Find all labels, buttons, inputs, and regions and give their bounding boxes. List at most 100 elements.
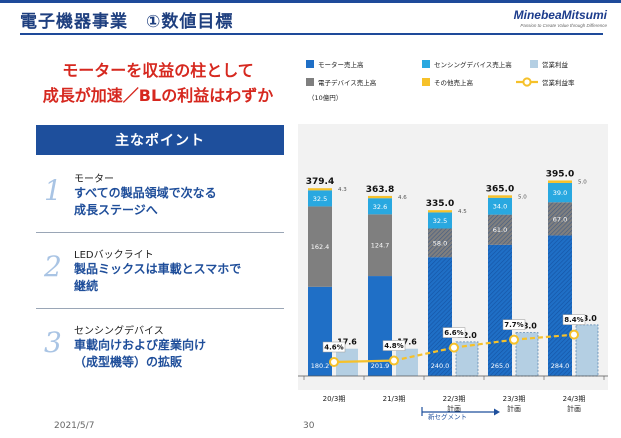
key-points-header: 主なポイント: [36, 125, 284, 155]
point-number: 3: [44, 326, 62, 359]
bar-op-income-1: [396, 348, 418, 376]
point-category: モーター: [74, 174, 114, 185]
bar-motor-2-hatch: [428, 257, 452, 376]
margin-label-box-1: [382, 340, 406, 351]
x-tick-label-2-sub: 計画: [447, 404, 461, 413]
bar-other-1-label: 4.6: [398, 195, 407, 201]
bar-electronic-3-label: 61.0: [493, 226, 507, 234]
sales-chart: モーター売上高 センシングデバイス売上高 営業利益 電子デバイス売上高 その他売上高 営業…: [298, 54, 608, 420]
bar-op-income-3-label: 28.0: [517, 322, 537, 331]
margin-label-box-0: [322, 341, 346, 353]
x-tick-label-1: 21/3期: [383, 395, 406, 403]
bar-electronic-2-hatch: [428, 228, 452, 258]
headline-line-2: 成長が加速／BLの利益はわずか: [42, 86, 274, 105]
point-number: 2: [44, 250, 62, 283]
bar-total-4-label: 395.0: [546, 169, 574, 179]
bar-op-income-4-label: 33.0: [577, 314, 597, 323]
margin-label-box-4: [562, 314, 586, 325]
bar-op-income-3: [515, 332, 539, 377]
bar-op-income-1-label: 17.6: [397, 338, 417, 347]
margin-line-segment-1: [393, 346, 455, 362]
logo-wordmark: MinebeaMitsumi: [513, 8, 607, 22]
bar-sensing-0-label: 32.5: [313, 195, 327, 203]
point-description: 車載向けおよび産業向け （成型機等）の拡販: [74, 337, 206, 371]
bar-other-4: [548, 180, 572, 183]
bar-other-0: [308, 188, 332, 191]
bar-sensing-2: [428, 212, 452, 229]
logo-tagline: Passion to Create Value through Differen…: [520, 23, 607, 28]
bar-motor-1: [368, 276, 392, 376]
top-rule: [0, 0, 621, 3]
point-divider: [36, 232, 284, 233]
bar-op-income-2: [455, 341, 479, 377]
bar-sensing-1-label: 32.6: [373, 203, 387, 211]
point-description-line: 成長ステージへ: [74, 203, 158, 217]
point-description-line: 継続: [74, 279, 99, 293]
bar-op-income-4: [575, 324, 599, 377]
page-title: 電子機器事業 ①数値目標: [20, 12, 234, 32]
margin-point-4: [569, 329, 579, 340]
bar-total-0-label: 379.4: [306, 177, 334, 187]
bar-electronic-1-label: 124.7: [371, 242, 390, 250]
margin-point-1: [389, 355, 399, 366]
point-category: LEDバックライト: [74, 250, 154, 261]
x-tick-label-3-sub: 計画: [507, 404, 521, 413]
margin-label-3: 7.7%: [504, 321, 523, 329]
bar-electronic-4-label: 67.0: [553, 215, 567, 223]
legend-sensing-swatch: [422, 60, 430, 68]
bar-sensing-4-label: 39.0: [553, 189, 567, 197]
point-category: センシングデバイス: [74, 326, 164, 337]
bar-total-1-label: 363.8: [366, 185, 394, 195]
unit-label: （10億円）: [308, 93, 342, 102]
margin-point-3: [509, 334, 519, 345]
bar-other-0-label: 4.3: [338, 187, 347, 193]
page-number: 30: [303, 421, 315, 431]
headline: モーターを収益の柱として 成長が加速／BLの利益はわずか: [20, 58, 296, 108]
bar-electronic-1: [368, 214, 392, 277]
headline-line-1: モーターを収益の柱として: [62, 61, 254, 80]
legend-op-income-label: 営業利益: [542, 60, 569, 69]
margin-label-0: 4.6%: [324, 344, 343, 352]
bar-motor-0-label: 180.2: [311, 362, 330, 370]
bar-sensing-0: [308, 190, 332, 207]
bar-other-4-label: 5.0: [578, 179, 587, 185]
legend-margin-swatch-dot: [522, 77, 532, 87]
bar-electronic-2-label: 58.0: [433, 239, 447, 247]
x-tick-label-4: 24/3期: [563, 395, 586, 403]
x-tick-label-4-sub: 計画: [567, 404, 581, 413]
bar-other-1: [368, 195, 392, 199]
margin-line-segment-2: [453, 338, 515, 349]
bar-other-3-label: 5.0: [518, 194, 527, 200]
x-tick-label-0: 20/3期: [323, 395, 346, 403]
bar-op-income-2-label: 22.0: [457, 331, 477, 340]
bar-sensing-1: [368, 198, 392, 215]
margin-point-2: [449, 342, 459, 353]
margin-label-box-2: [442, 327, 466, 338]
point-description-line: 製品ミックスは車載とスマホで: [74, 262, 242, 276]
bar-sensing-2-label: 32.5: [433, 217, 447, 225]
title-underline: [20, 33, 603, 35]
point-description-line: すべての製品領域で次なる: [74, 186, 217, 200]
point-number: 1: [44, 174, 62, 207]
legend-motor-label: モーター売上高: [318, 60, 364, 69]
bar-electronic-4-hatch: [548, 202, 572, 236]
legend-electronic-label: 電子デバイス売上高: [318, 78, 377, 87]
bar-electronic-0: [308, 206, 332, 287]
legend-electronic-swatch: [306, 78, 314, 86]
new-segment-arrowhead: [494, 408, 500, 416]
bar-motor-2-label: 240.0: [431, 362, 450, 370]
point-description: 製品ミックスは車載とスマホで 継続: [74, 261, 241, 295]
margin-line-segment-0: [333, 359, 395, 364]
legend-sensing-label: センシングデバイス売上高: [434, 60, 512, 69]
bar-total-2-label: 335.0: [426, 199, 454, 209]
bar-motor-0: [308, 286, 332, 376]
margin-label-2: 6.6%: [444, 329, 463, 337]
company-logo: MinebeaMitsumi Passion to Create Value t…: [514, 8, 607, 28]
margin-line-segment-3: [513, 333, 575, 341]
bar-sensing-3-label: 34.0: [493, 203, 507, 211]
legend-motor-swatch: [306, 60, 314, 68]
bar-motor-4-label: 284.0: [551, 362, 570, 370]
point-description-line: 車載向けおよび産業向け: [74, 338, 207, 352]
bar-other-2: [428, 210, 452, 213]
